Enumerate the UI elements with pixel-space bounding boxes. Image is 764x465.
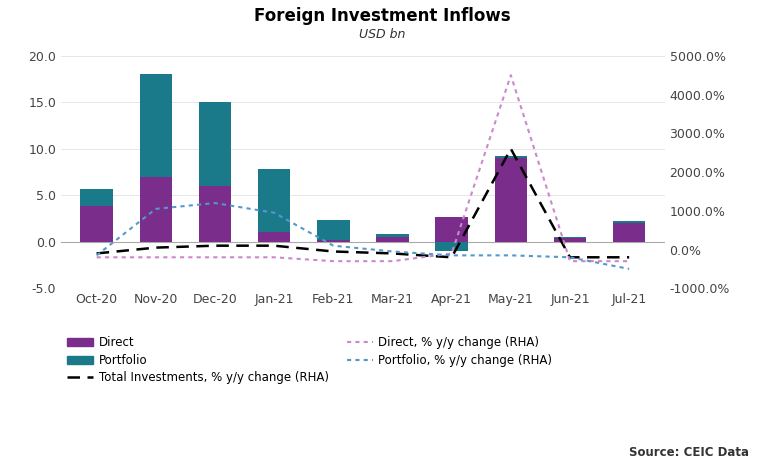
Direct, % y/y change (RHA) <box>210 254 219 260</box>
Line: Direct, % y/y change (RHA): Direct, % y/y change (RHA) <box>96 75 630 261</box>
Portfolio, % y/y change (RHA) <box>388 249 397 254</box>
Bar <box>258 232 290 242</box>
Total Investments, % y/y change (RHA) <box>625 254 634 260</box>
Bar <box>80 189 113 206</box>
Portfolio, % y/y change (RHA) <box>151 206 160 212</box>
Bar <box>258 169 290 232</box>
Portfolio, % y/y change (RHA) <box>270 210 279 216</box>
Text: Source: CEIC Data: Source: CEIC Data <box>629 445 749 458</box>
Direct, % y/y change (RHA) <box>565 259 575 264</box>
Bar <box>376 237 409 242</box>
Bar <box>317 240 350 242</box>
Total Investments, % y/y change (RHA) <box>329 249 338 254</box>
Bar <box>613 221 646 223</box>
Direct, % y/y change (RHA) <box>270 254 279 260</box>
Bar <box>376 234 409 237</box>
Total Investments, % y/y change (RHA) <box>270 243 279 248</box>
Total Investments, % y/y change (RHA) <box>388 251 397 256</box>
Total Investments, % y/y change (RHA) <box>447 254 456 260</box>
Direct, % y/y change (RHA) <box>447 251 456 256</box>
Bar <box>80 206 113 242</box>
Portfolio, % y/y change (RHA) <box>447 252 456 258</box>
Bar <box>199 102 231 186</box>
Portfolio, % y/y change (RHA) <box>625 266 634 272</box>
Total Investments, % y/y change (RHA) <box>507 146 516 152</box>
Portfolio, % y/y change (RHA) <box>92 252 101 258</box>
Portfolio, % y/y change (RHA) <box>210 200 219 206</box>
Bar <box>435 217 468 242</box>
Bar <box>554 238 586 242</box>
Direct, % y/y change (RHA) <box>625 259 634 264</box>
Text: Foreign Investment Inflows: Foreign Investment Inflows <box>254 7 510 25</box>
Line: Portfolio, % y/y change (RHA): Portfolio, % y/y change (RHA) <box>96 203 630 269</box>
Total Investments, % y/y change (RHA) <box>565 254 575 260</box>
Direct, % y/y change (RHA) <box>507 73 516 78</box>
Bar <box>494 158 527 242</box>
Total Investments, % y/y change (RHA) <box>92 251 101 256</box>
Direct, % y/y change (RHA) <box>151 254 160 260</box>
Text: USD bn: USD bn <box>359 28 405 41</box>
Bar <box>554 237 586 238</box>
Bar <box>140 177 172 242</box>
Direct, % y/y change (RHA) <box>92 254 101 260</box>
Total Investments, % y/y change (RHA) <box>210 243 219 248</box>
Direct, % y/y change (RHA) <box>329 259 338 264</box>
Line: Total Investments, % y/y change (RHA): Total Investments, % y/y change (RHA) <box>96 149 630 257</box>
Legend: Direct, Portfolio, Total Investments, % y/y change (RHA), Direct, % y/y change (: Direct, Portfolio, Total Investments, % … <box>67 336 552 385</box>
Bar <box>317 220 350 240</box>
Portfolio, % y/y change (RHA) <box>507 252 516 258</box>
Direct, % y/y change (RHA) <box>388 259 397 264</box>
Portfolio, % y/y change (RHA) <box>565 254 575 260</box>
Bar <box>494 156 527 158</box>
Bar <box>140 74 172 177</box>
Total Investments, % y/y change (RHA) <box>151 245 160 251</box>
Bar <box>613 223 646 242</box>
Bar <box>199 186 231 242</box>
Portfolio, % y/y change (RHA) <box>329 243 338 248</box>
Bar <box>435 242 468 251</box>
